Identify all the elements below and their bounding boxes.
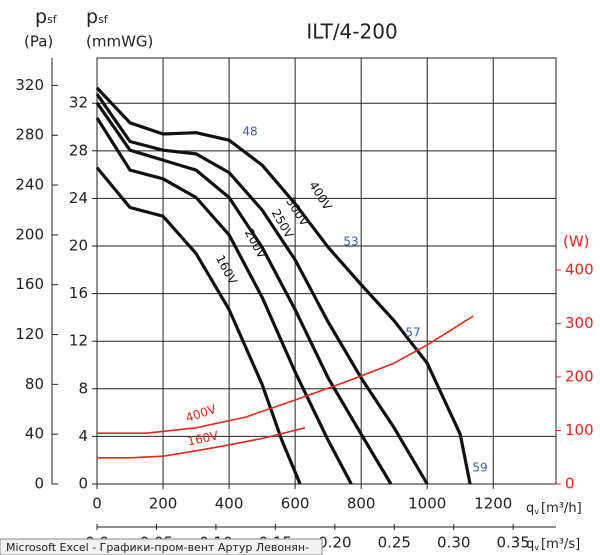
x2-tick-label: 0.20 bbox=[318, 534, 351, 552]
curve bbox=[95, 166, 302, 485]
y2-label: psf bbox=[86, 6, 109, 28]
x2-tick-label: 0.30 bbox=[437, 534, 470, 552]
x2-tick-label: 0.25 bbox=[378, 534, 411, 552]
y3-unit: (W) bbox=[563, 233, 590, 251]
annotation: 59 bbox=[472, 461, 487, 475]
x-tick-label: 1000 bbox=[408, 495, 446, 513]
annotation: 48 bbox=[242, 125, 257, 139]
y3-tick-label: 400 bbox=[565, 260, 594, 278]
y2-tick-label: 32 bbox=[69, 94, 88, 112]
x-tick-label: 0 bbox=[92, 495, 102, 513]
curve-label: 160V bbox=[186, 428, 220, 448]
curve-label: 400V bbox=[306, 179, 335, 213]
annotation: 57 bbox=[405, 326, 420, 340]
curve bbox=[97, 315, 474, 434]
x-tick-label: 200 bbox=[149, 495, 178, 513]
taskbar: Microsoft Excel - Графики-пром-вент Арту… bbox=[0, 538, 323, 555]
y-tick-label: 280 bbox=[15, 126, 44, 144]
y2-unit: (mmWG) bbox=[86, 33, 153, 51]
y-tick-label: 160 bbox=[15, 275, 44, 293]
x-tick-label: 600 bbox=[281, 495, 310, 513]
y2-tick-label: 8 bbox=[78, 379, 88, 397]
chart-title: ILT/4-200 bbox=[306, 20, 397, 44]
y3-tick-label: 200 bbox=[565, 367, 594, 385]
curve bbox=[97, 427, 306, 459]
curve bbox=[95, 101, 393, 485]
y-tick-label: 200 bbox=[15, 225, 44, 243]
y2-tick-label: 16 bbox=[69, 284, 88, 302]
y2-tick-label: 12 bbox=[69, 332, 88, 350]
y-tick-label: 40 bbox=[25, 425, 44, 443]
y-tick-label: 0 bbox=[34, 475, 44, 493]
y3-tick-label: 300 bbox=[565, 314, 594, 332]
y2-tick-label: 20 bbox=[69, 237, 88, 255]
y2-tick-label: 28 bbox=[69, 141, 88, 159]
x2-tick-label: 0.35 bbox=[496, 534, 529, 552]
taskbar-bg bbox=[0, 538, 323, 555]
curve bbox=[95, 116, 353, 485]
annotation: 53 bbox=[343, 235, 358, 249]
curve bbox=[95, 86, 472, 485]
x-tick-label: 800 bbox=[347, 495, 376, 513]
x-tick-label: 400 bbox=[215, 495, 244, 513]
y2-tick-label: 24 bbox=[69, 189, 88, 207]
y-tick-label: 80 bbox=[25, 375, 44, 393]
x-tick-label: 1200 bbox=[474, 495, 512, 513]
y-label: psf bbox=[35, 6, 58, 28]
y2-tick-label: 0 bbox=[78, 475, 88, 493]
curve-label: 160V bbox=[213, 253, 240, 288]
y-unit: (Pa) bbox=[24, 33, 53, 51]
x2-label: qv [m³/s] bbox=[526, 537, 580, 552]
plot-frame bbox=[96, 57, 557, 485]
y3-tick-label: 0 bbox=[565, 475, 575, 493]
y-tick-label: 240 bbox=[15, 176, 44, 194]
y-tick-label: 320 bbox=[15, 76, 44, 94]
curve bbox=[95, 93, 429, 485]
y-tick-label: 120 bbox=[15, 325, 44, 343]
taskbar-label: Microsoft Excel - Графики-пром-вент Арту… bbox=[6, 541, 309, 554]
y2-tick-label: 4 bbox=[78, 427, 88, 445]
curve-label: 400V bbox=[184, 402, 219, 425]
x-label: qv [m³/h] bbox=[526, 501, 582, 516]
y3-tick-label: 100 bbox=[565, 421, 594, 439]
